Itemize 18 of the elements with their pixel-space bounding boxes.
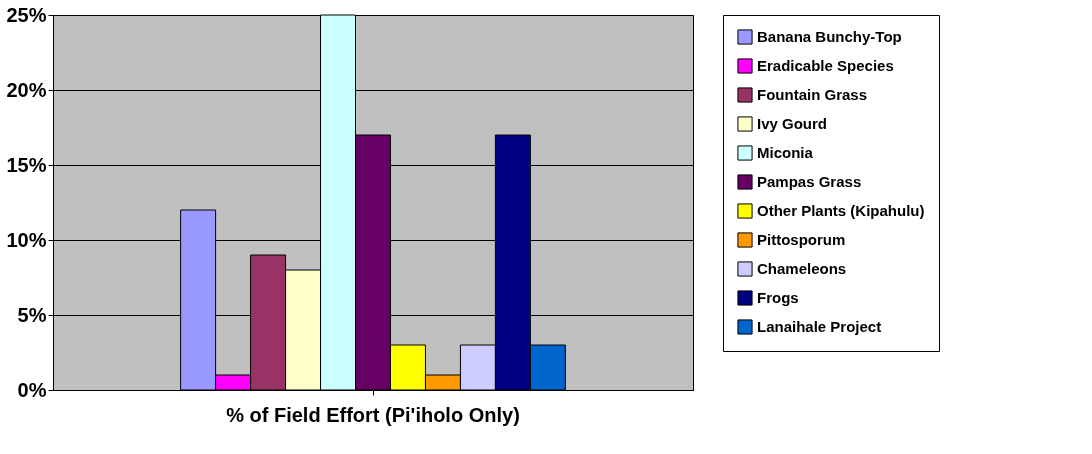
y-tick-label: 15% <box>6 153 47 176</box>
legend-label: Other Plants (Kipahulu) <box>757 202 925 219</box>
legend-label: Miconia <box>757 144 814 161</box>
y-tick-label: 20% <box>6 78 47 101</box>
legend-label: Fountain Grass <box>757 86 868 103</box>
x-tick-label: % of Field Effort (Pi'iholo Only) <box>226 403 520 426</box>
legend-label: Banana Bunchy-Top <box>757 28 902 45</box>
legend-label: Ivy Gourd <box>757 115 828 132</box>
legend-label: Pampas Grass <box>757 173 862 190</box>
legend-label: Frogs <box>757 289 799 306</box>
y-tick-label: 5% <box>17 303 47 326</box>
y-tick-label: 10% <box>6 228 47 251</box>
legend-label: Eradicable Species <box>757 57 894 74</box>
legend-label: Pittosporum <box>757 231 846 248</box>
y-tick-label: 25% <box>6 3 47 26</box>
legend-label: Chameleons <box>757 260 847 277</box>
y-tick-label: 0% <box>17 378 47 401</box>
legend-label: Lanaihale Project <box>757 318 882 335</box>
